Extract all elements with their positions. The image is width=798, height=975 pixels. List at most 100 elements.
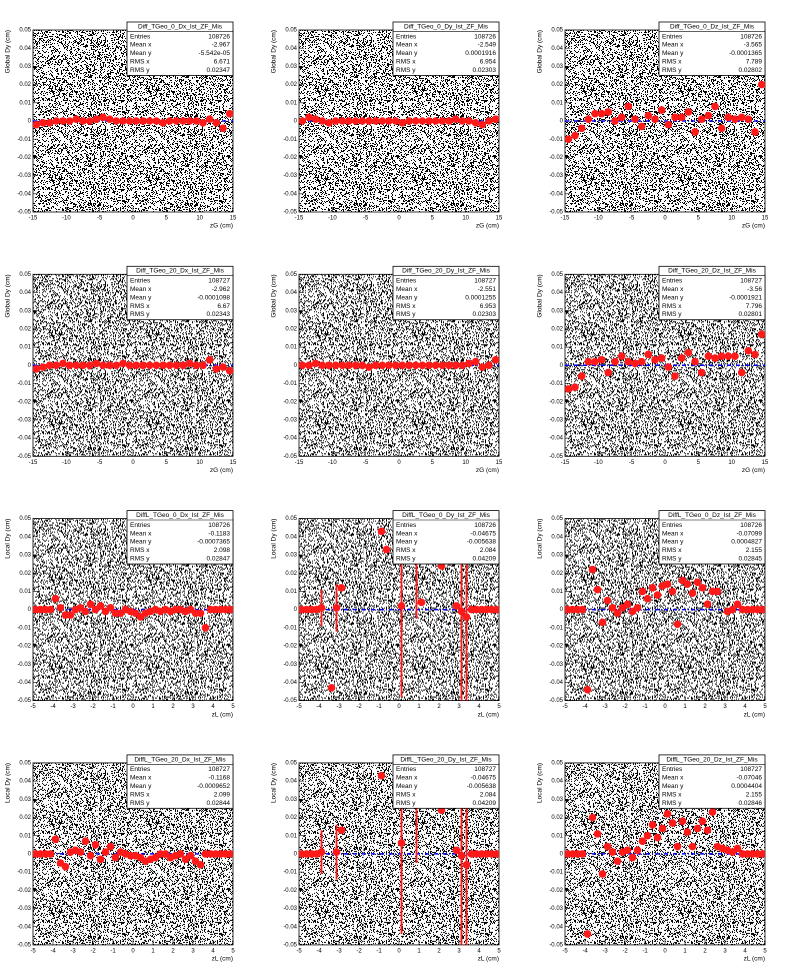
data-point xyxy=(457,607,466,616)
data-point xyxy=(684,348,693,357)
stats-value: 108726 xyxy=(740,33,762,40)
data-point xyxy=(365,363,373,371)
x-tick-label: -15 xyxy=(29,216,38,222)
data-point xyxy=(391,361,400,370)
data-point xyxy=(179,361,187,370)
data-point xyxy=(604,368,613,377)
y-tick-label: 0 xyxy=(28,119,32,125)
stats-box xyxy=(658,510,766,565)
data-point xyxy=(633,846,642,855)
y-tick-label: -0.02 xyxy=(549,888,563,894)
data-point xyxy=(744,346,753,355)
data-point xyxy=(693,824,702,833)
data-point xyxy=(731,352,739,360)
y-tick-label: -0.03 xyxy=(549,662,563,668)
stats-label: Entries xyxy=(662,522,683,529)
stats-value: -2.549 xyxy=(478,42,497,49)
data-point xyxy=(565,135,573,143)
y-tick-label: 0.03 xyxy=(285,64,297,70)
stats-label: Mean x xyxy=(130,42,152,49)
panel: -0.05 -0.04 -0.03 -0.02 -0.01 0 0.01 0.02 0.03 0.… xyxy=(537,21,769,230)
x-tick-label: -2 xyxy=(90,948,96,954)
data-point xyxy=(638,587,647,596)
stats-value: 108727 xyxy=(740,278,762,285)
x-axis-label: zG (cm) xyxy=(210,223,233,230)
y-tick-label: -0.02 xyxy=(283,155,297,161)
data-point xyxy=(205,115,214,123)
x-axis-label: zG (cm) xyxy=(210,467,233,474)
stats-label: RMS x xyxy=(130,547,150,554)
x-tick-label: -1 xyxy=(110,948,116,954)
data-point xyxy=(119,117,127,125)
data-point xyxy=(332,603,341,612)
y-tick-label: 0.02 xyxy=(285,326,297,332)
y-tick-label: 0.01 xyxy=(19,345,31,351)
plot-content xyxy=(33,594,233,632)
data-point xyxy=(192,361,201,370)
y-tick-label: 0.01 xyxy=(551,100,563,106)
y-tick-label: 0.02 xyxy=(551,815,563,821)
stats-value: -3.565 xyxy=(744,42,763,49)
y-tick-label: -0.05 xyxy=(17,454,31,460)
x-tick-label: 3 xyxy=(723,948,727,954)
x-tick-label: -4 xyxy=(316,948,322,954)
stats-label: Mean x xyxy=(662,286,684,293)
x-tick-label: 3 xyxy=(457,948,461,954)
data-point xyxy=(39,363,47,371)
stats-value: -0.0001921 xyxy=(729,294,762,301)
x-tick-label: 15 xyxy=(496,216,503,222)
stats-value: -5.542e-05 xyxy=(199,50,231,57)
x-tick-label: 4 xyxy=(211,948,215,954)
data-point xyxy=(728,605,737,614)
data-point xyxy=(91,841,100,849)
data-point xyxy=(744,115,753,123)
y-tick-label: -0.01 xyxy=(17,137,31,143)
data-point xyxy=(668,819,677,827)
plot-inner xyxy=(565,80,765,143)
x-tick-label: -15 xyxy=(295,460,304,466)
stats-value: 0.02343 xyxy=(207,311,231,318)
data-point xyxy=(708,808,717,816)
y-tick-label: 0.04 xyxy=(19,290,31,296)
data-point xyxy=(81,837,90,845)
data-point xyxy=(683,828,692,836)
data-point xyxy=(332,848,341,856)
x-axis-label: zL (cm) xyxy=(212,711,233,718)
y-tick-label: 0 xyxy=(294,363,298,369)
data-point xyxy=(613,609,622,618)
y-tick-label: -0.04 xyxy=(283,436,297,442)
x-tick-label: 10 xyxy=(196,216,203,222)
stats-value: 0.02347 xyxy=(207,67,231,74)
stats-label: RMS y xyxy=(396,67,416,74)
y-tick-label: -0.02 xyxy=(17,399,31,405)
stats-value: 0.02802 xyxy=(739,67,763,74)
x-axis-label: zL (cm) xyxy=(212,956,233,963)
stats-label: Entries xyxy=(130,278,151,285)
data-point xyxy=(631,115,639,123)
x-tick-label: 5 xyxy=(165,216,169,222)
stats-value: 108726 xyxy=(740,522,762,529)
y-tick-label: 0.04 xyxy=(551,46,563,52)
stats-box xyxy=(658,21,766,76)
y-tick-label: 0.05 xyxy=(551,272,563,278)
x-tick-label: -5 xyxy=(363,460,369,466)
data-point xyxy=(398,361,407,370)
y-axis-label: Local Dy (cm) xyxy=(5,519,12,559)
stats-title: DiffL_TGeo_20_Dx_Ist_ZF_Mis xyxy=(134,756,226,763)
data-point xyxy=(671,113,679,122)
data-point xyxy=(724,113,733,122)
stats-label: RMS x xyxy=(130,59,150,66)
data-point xyxy=(405,117,413,125)
data-point xyxy=(125,117,134,125)
data-point xyxy=(677,354,686,362)
data-point xyxy=(172,117,181,125)
data-point xyxy=(377,771,386,780)
data-point xyxy=(186,851,195,860)
data-point xyxy=(101,848,110,856)
data-point xyxy=(465,359,473,368)
data-point xyxy=(431,117,440,125)
plot-inner xyxy=(565,330,765,393)
stats-title: DiffL_TGeo_0_Dx_Ist_ZF_Mis xyxy=(136,512,224,519)
stats-box xyxy=(126,754,234,809)
